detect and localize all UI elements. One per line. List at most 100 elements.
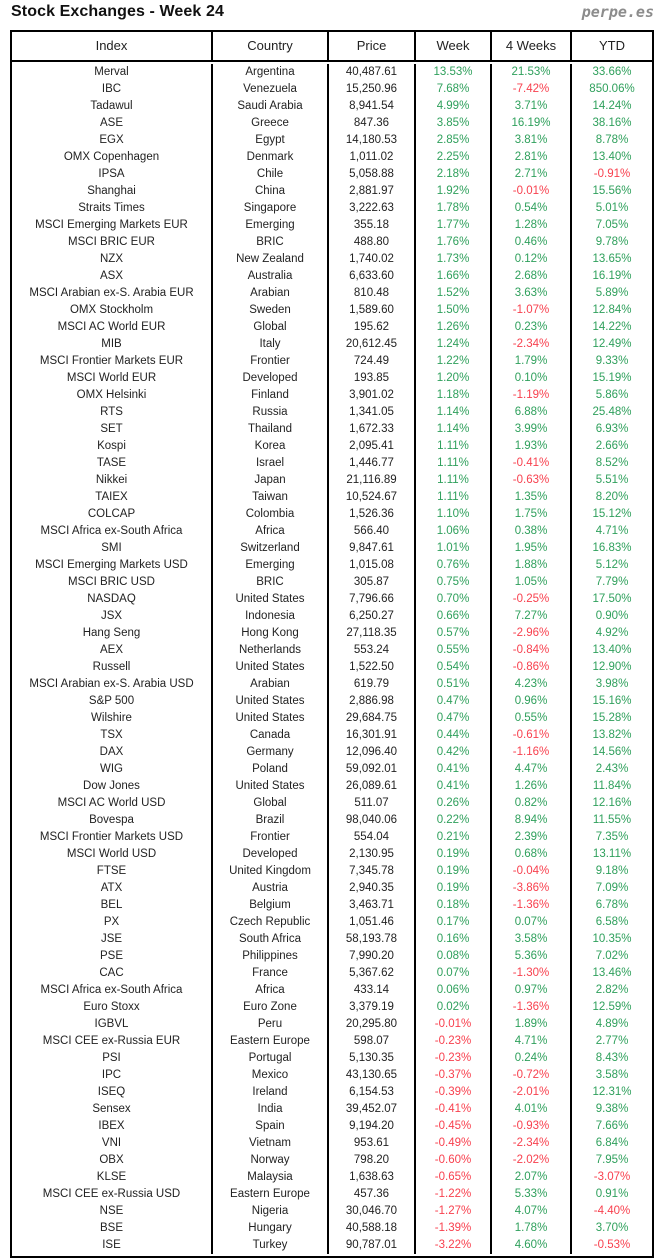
week-cell: -1.22% (416, 1186, 492, 1203)
4-weeks-cell: -0.93% (492, 1118, 572, 1135)
price-cell: 14,180.53 (329, 132, 416, 149)
country-cell: Finland (213, 387, 329, 404)
ytd-cell: 12.16% (592, 797, 632, 809)
4-weeks-cell: 1.35% (492, 489, 572, 506)
table-row: MSCI Frontier Markets EUR Frontier 724.49 1… (12, 353, 652, 370)
4-weeks-cell: -1.19% (492, 387, 572, 404)
table-row: JSE South Africa 58,193.78 0.16% 3.58% 10.35% (12, 931, 652, 948)
column-header-week: Week (416, 32, 492, 60)
week-cell: 1.11% (416, 455, 492, 472)
price-cell: 12,096.40 (329, 744, 416, 761)
price-cell: 1,589.60 (329, 302, 416, 319)
ytd-cell: 16.83% (592, 542, 632, 554)
table-row: SMI Switzerland 9,847.61 1.01% 1.95% 16.83% (12, 540, 652, 557)
price-cell: 26,089.61 (329, 778, 416, 795)
ytd-cell: 11.55% (592, 814, 632, 826)
4-weeks-cell: -7.42% (492, 81, 572, 98)
week-cell: 0.76% (416, 557, 492, 574)
table-row: IPSA Chile 5,058.88 2.18% 2.71% -0.91% (12, 166, 652, 183)
price-cell: 953.61 (329, 1135, 416, 1152)
table-row: MSCI BRIC EUR BRIC 488.80 1.76% 0.46% 9.78% (12, 234, 652, 251)
index-cell: TSX (12, 727, 213, 744)
country-cell: Mexico (213, 1067, 329, 1084)
ytd-cell: 4.92% (595, 627, 629, 639)
price-cell: 2,886.98 (329, 693, 416, 710)
table-row: MSCI World USD Developed 2,130.95 0.19% 0.68… (12, 846, 652, 863)
ytd-cell: 9.38% (595, 1103, 629, 1115)
ytd-cell: 8.52% (595, 457, 629, 469)
country-cell: BRIC (213, 234, 329, 251)
price-cell: 59,092.01 (329, 761, 416, 778)
4-weeks-cell: 1.95% (492, 540, 572, 557)
week-cell: 1.78% (416, 200, 492, 217)
stock-exchanges-table: Index Country Price Week 4 Weeks YTD Merval Ar… (10, 30, 654, 1258)
index-cell: SMI (12, 540, 213, 557)
4-weeks-cell: -0.25% (492, 591, 572, 608)
4-weeks-cell: -1.36% (492, 999, 572, 1016)
index-cell: OMX Helsinki (12, 387, 213, 404)
week-cell: -3.22% (416, 1237, 492, 1254)
country-cell: Nigeria (213, 1203, 329, 1220)
table-row: IBC Venezuela 15,250.96 7.68% -7.42% 850.06% (12, 81, 652, 98)
index-cell: FTSE (12, 863, 213, 880)
ytd-cell: 7.35% (595, 831, 629, 843)
week-cell: 1.11% (416, 489, 492, 506)
price-cell: 553.24 (329, 642, 416, 659)
week-cell: 1.22% (416, 353, 492, 370)
table-row: TASE Israel 1,446.77 1.11% -0.41% 8.52% (12, 455, 652, 472)
ytd-cell: 15.28% (592, 712, 632, 724)
index-cell: EGX (12, 132, 213, 149)
index-cell: DAX (12, 744, 213, 761)
ytd-cell: 13.46% (592, 967, 632, 979)
4-weeks-cell: 21.53% (492, 64, 572, 81)
index-cell: NSE (12, 1203, 213, 1220)
ytd-cell: 6.78% (595, 899, 629, 911)
4-weeks-cell: 1.88% (492, 557, 572, 574)
week-cell: -0.41% (416, 1101, 492, 1118)
country-cell: United States (213, 710, 329, 727)
ytd-cell: 8.20% (595, 491, 629, 503)
table-row: S&P 500 United States 2,886.98 0.47% 0.96% 15… (12, 693, 652, 710)
ytd-cell: 3.58% (595, 1069, 629, 1081)
ytd-cell: 5.51% (595, 474, 629, 486)
country-cell: United States (213, 778, 329, 795)
table-row: MSCI BRIC USD BRIC 305.87 0.75% 1.05% 7.79% (12, 574, 652, 591)
4-weeks-cell: -2.34% (492, 1135, 572, 1152)
table-row: NASDAQ United States 7,796.66 0.70% -0.25% 17… (12, 591, 652, 608)
table-row: MSCI Africa ex-South Africa Africa 566.40 1… (12, 523, 652, 540)
ytd-cell: 5.12% (595, 559, 629, 571)
week-cell: 0.16% (416, 931, 492, 948)
week-cell: 1.92% (416, 183, 492, 200)
price-cell: 566.40 (329, 523, 416, 540)
price-cell: 1,638.63 (329, 1169, 416, 1186)
4-weeks-cell: 1.89% (492, 1016, 572, 1033)
table-row: PSE Philippines 7,990.20 0.08% 5.36% 7.02% (12, 948, 652, 965)
4-weeks-cell: 0.24% (492, 1050, 572, 1067)
country-cell: South Africa (213, 931, 329, 948)
table-row: MSCI AC World USD Global 511.07 0.26% 0.82% 1… (12, 795, 652, 812)
week-cell: -1.27% (416, 1203, 492, 1220)
country-cell: Colombia (213, 506, 329, 523)
column-header-ytd: YTD (599, 38, 625, 53)
price-cell: 433.14 (329, 982, 416, 999)
index-cell: MSCI Africa ex-South Africa (12, 523, 213, 540)
price-cell: 39,452.07 (329, 1101, 416, 1118)
ytd-cell: 9.33% (595, 355, 629, 367)
table-row: MSCI Frontier Markets USD Frontier 554.04 0… (12, 829, 652, 846)
price-cell: 554.04 (329, 829, 416, 846)
table-row: RTS Russia 1,341.05 1.14% 6.88% 25.48% (12, 404, 652, 421)
price-cell: 2,881.97 (329, 183, 416, 200)
week-cell: 0.70% (416, 591, 492, 608)
4-weeks-cell: 4.60% (492, 1237, 572, 1254)
table-row: SET Thailand 1,672.33 1.14% 3.99% 6.93% (12, 421, 652, 438)
4-weeks-cell: 4.71% (492, 1033, 572, 1050)
price-cell: 3,379.19 (329, 999, 416, 1016)
4-weeks-cell: -1.07% (492, 302, 572, 319)
country-cell: Ireland (213, 1084, 329, 1101)
price-cell: 8,941.54 (329, 98, 416, 115)
index-cell: BSE (12, 1220, 213, 1237)
country-cell: Poland (213, 761, 329, 778)
table-row: IPC Mexico 43,130.65 -0.37% -0.72% 3.58% (12, 1067, 652, 1084)
ytd-cell: 9.18% (595, 865, 629, 877)
